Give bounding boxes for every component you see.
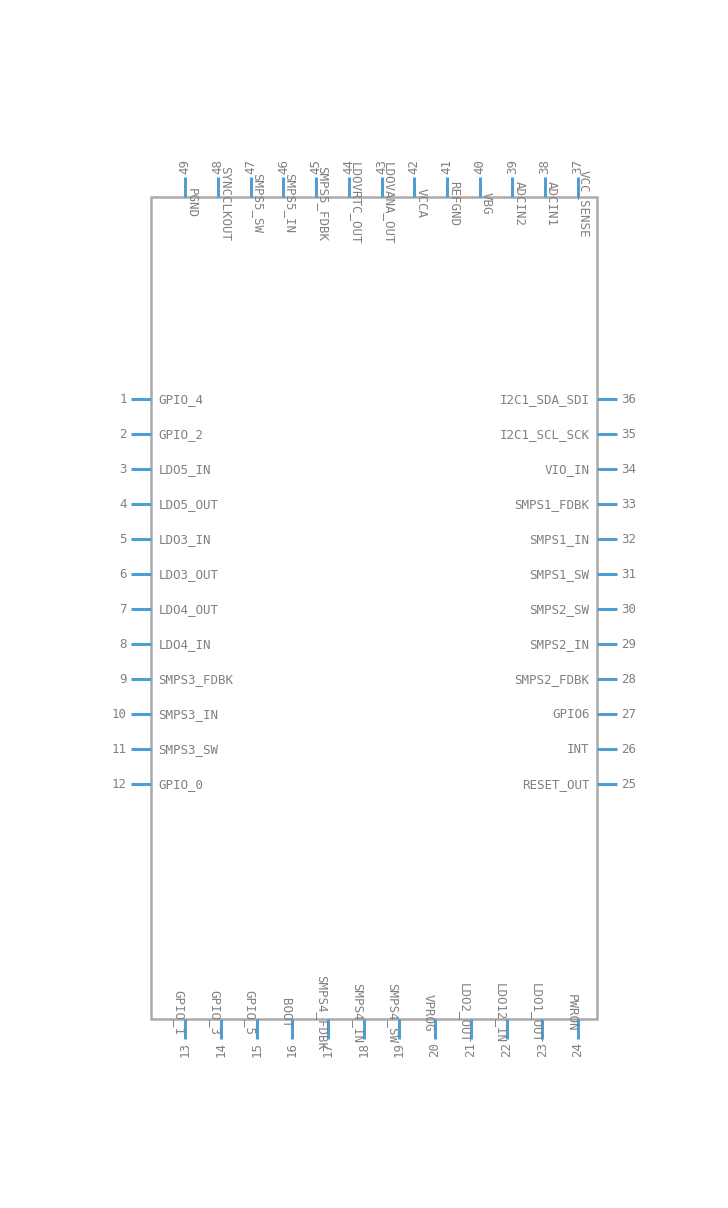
- Text: 14: 14: [215, 1043, 227, 1057]
- Text: SYNCCLKOUT: SYNCCLKOUT: [218, 165, 231, 240]
- Text: VPROG: VPROG: [422, 994, 435, 1032]
- Text: 40: 40: [473, 159, 486, 174]
- Text: LDOVRTC_OUT: LDOVRTC_OUT: [349, 162, 362, 245]
- Text: 35: 35: [621, 428, 636, 441]
- Text: 22: 22: [500, 1043, 513, 1057]
- Text: 3: 3: [119, 463, 127, 476]
- Text: 16: 16: [286, 1043, 298, 1057]
- Text: 45: 45: [309, 159, 323, 174]
- Text: 43: 43: [375, 159, 388, 174]
- Text: 15: 15: [250, 1043, 263, 1057]
- Text: 12: 12: [111, 778, 127, 790]
- Text: 32: 32: [621, 533, 636, 546]
- Text: 30: 30: [621, 603, 636, 616]
- Text: INT: INT: [567, 743, 590, 755]
- Text: 21: 21: [464, 1043, 478, 1057]
- Text: 23: 23: [536, 1043, 549, 1057]
- Text: 7: 7: [119, 603, 127, 616]
- Text: 2: 2: [119, 428, 127, 441]
- Text: 25: 25: [621, 778, 636, 790]
- Text: 46: 46: [277, 159, 290, 174]
- Text: I2C1_SCL_SCK: I2C1_SCL_SCK: [499, 428, 590, 441]
- Text: 24: 24: [571, 1043, 585, 1057]
- Text: VCC_SENSE: VCC_SENSE: [578, 170, 591, 237]
- Text: 47: 47: [244, 159, 257, 174]
- Text: LDO1_OUT: LDO1_OUT: [529, 983, 542, 1043]
- Text: GPIO6: GPIO6: [552, 708, 590, 720]
- Text: SMPS1_IN: SMPS1_IN: [529, 533, 590, 546]
- Text: GPIO_2: GPIO_2: [158, 428, 203, 441]
- Text: SMPS2_FDBK: SMPS2_FDBK: [515, 673, 590, 686]
- Text: LDOVANA_OUT: LDOVANA_OUT: [381, 162, 395, 245]
- Text: GPIO_1: GPIO_1: [173, 991, 185, 1035]
- Text: 10: 10: [111, 708, 127, 720]
- Text: LDO4_IN: LDO4_IN: [158, 638, 211, 651]
- Text: VIO_IN: VIO_IN: [545, 463, 590, 476]
- Text: RESET_OUT: RESET_OUT: [522, 778, 590, 790]
- Text: LDO5_OUT: LDO5_OUT: [158, 498, 218, 511]
- Text: SMPS2_IN: SMPS2_IN: [529, 638, 590, 651]
- Text: 26: 26: [621, 743, 636, 755]
- Text: 5: 5: [119, 533, 127, 546]
- Text: 48: 48: [211, 159, 224, 174]
- Text: SMPS5_IN: SMPS5_IN: [283, 174, 296, 233]
- Text: 1: 1: [119, 393, 127, 406]
- Text: VBG: VBG: [480, 192, 493, 215]
- Text: 18: 18: [357, 1043, 371, 1057]
- Text: 29: 29: [621, 638, 636, 651]
- Text: LDO4_OUT: LDO4_OUT: [158, 603, 218, 616]
- Text: GPIO_4: GPIO_4: [158, 393, 203, 406]
- Text: 11: 11: [111, 743, 127, 755]
- Text: SMPS4_FDBK: SMPS4_FDBK: [315, 975, 328, 1050]
- Text: 38: 38: [539, 159, 552, 174]
- Text: 13: 13: [178, 1043, 191, 1057]
- Text: 49: 49: [178, 159, 191, 174]
- Text: PGND: PGND: [185, 188, 198, 219]
- Text: 37: 37: [571, 159, 585, 174]
- Text: 8: 8: [119, 638, 127, 651]
- Text: GPIO_3: GPIO_3: [208, 991, 221, 1035]
- Text: LDO3_OUT: LDO3_OUT: [158, 568, 218, 581]
- Text: SMPS1_SW: SMPS1_SW: [529, 568, 590, 581]
- Text: 39: 39: [506, 159, 519, 174]
- Text: ADCIN2: ADCIN2: [513, 181, 526, 226]
- Text: SMPS4_SW: SMPS4_SW: [387, 983, 400, 1043]
- Text: 20: 20: [429, 1043, 442, 1057]
- Text: LDO12_IN: LDO12_IN: [494, 983, 507, 1043]
- Text: SMPS4_IN: SMPS4_IN: [351, 983, 364, 1043]
- Text: LDO5_IN: LDO5_IN: [158, 463, 211, 476]
- Text: LDO3_IN: LDO3_IN: [158, 533, 211, 546]
- Text: PWRON: PWRON: [565, 994, 578, 1032]
- Text: 31: 31: [621, 568, 636, 581]
- Text: GPIO_5: GPIO_5: [244, 991, 257, 1035]
- Text: SMPS3_FDBK: SMPS3_FDBK: [158, 673, 233, 686]
- Text: 44: 44: [342, 159, 355, 174]
- Text: SMPS1_FDBK: SMPS1_FDBK: [515, 498, 590, 511]
- Text: SMPS3_IN: SMPS3_IN: [158, 708, 218, 720]
- Bar: [151, 197, 597, 1018]
- Text: SMPS5_SW: SMPS5_SW: [250, 174, 264, 233]
- Text: 9: 9: [119, 673, 127, 686]
- Text: 4: 4: [119, 498, 127, 511]
- Text: 41: 41: [440, 159, 454, 174]
- Text: 42: 42: [408, 159, 421, 174]
- Text: 6: 6: [119, 568, 127, 581]
- Text: GPIO_0: GPIO_0: [158, 778, 203, 790]
- Text: 17: 17: [322, 1043, 335, 1057]
- Text: LDO2_OUT: LDO2_OUT: [458, 983, 471, 1043]
- Text: 36: 36: [621, 393, 636, 406]
- Text: 27: 27: [621, 708, 636, 720]
- Text: 34: 34: [621, 463, 636, 476]
- Text: 33: 33: [621, 498, 636, 511]
- Text: BOOT: BOOT: [280, 998, 293, 1028]
- Text: 19: 19: [393, 1043, 406, 1057]
- Text: REFGND: REFGND: [447, 181, 460, 226]
- Text: SMPS2_SW: SMPS2_SW: [529, 603, 590, 616]
- Text: SMPS5_FDBK: SMPS5_FDBK: [316, 165, 329, 240]
- Text: I2C1_SDA_SDI: I2C1_SDA_SDI: [499, 393, 590, 406]
- Text: VCCA: VCCA: [414, 188, 427, 219]
- Text: 28: 28: [621, 673, 636, 686]
- Text: ADCIN1: ADCIN1: [545, 181, 558, 226]
- Text: SMPS3_SW: SMPS3_SW: [158, 743, 218, 755]
